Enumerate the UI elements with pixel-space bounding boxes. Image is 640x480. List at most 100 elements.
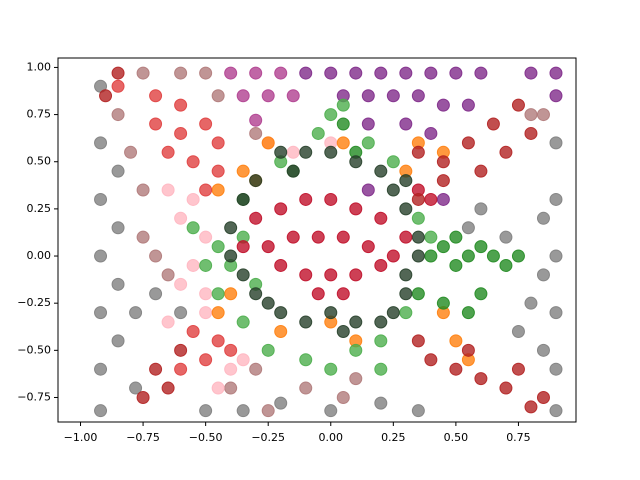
point [536, 343, 550, 357]
point [161, 315, 175, 329]
point [449, 66, 463, 80]
point [436, 155, 450, 169]
point [511, 249, 525, 263]
point [286, 145, 300, 159]
point [474, 240, 488, 254]
point [111, 221, 125, 235]
point [361, 117, 375, 131]
point [411, 287, 425, 301]
point [199, 117, 213, 131]
point [336, 390, 350, 404]
point [224, 362, 238, 376]
point [436, 174, 450, 188]
point [149, 362, 163, 376]
point [499, 230, 513, 244]
y-tick-label: −0.75 [17, 390, 51, 403]
point [236, 404, 250, 418]
point [199, 306, 213, 320]
point [129, 306, 143, 320]
point [274, 324, 288, 338]
point [136, 183, 150, 197]
point [549, 249, 563, 263]
point [174, 343, 188, 357]
point [111, 334, 125, 348]
point [374, 164, 388, 178]
point [474, 202, 488, 216]
point [399, 268, 413, 282]
point [149, 249, 163, 263]
point [211, 334, 225, 348]
point [386, 249, 400, 263]
point [249, 211, 263, 225]
point [499, 145, 513, 159]
point [111, 108, 125, 122]
point [94, 306, 108, 320]
point [149, 89, 163, 103]
point [374, 396, 388, 410]
point [211, 287, 225, 301]
point [149, 287, 163, 301]
point [211, 306, 225, 320]
point [349, 372, 363, 386]
point [274, 396, 288, 410]
point [324, 192, 338, 206]
point [461, 136, 475, 150]
point [411, 145, 425, 159]
point [261, 136, 275, 150]
x-tick-label: −1.00 [64, 431, 98, 444]
point [286, 230, 300, 244]
point [174, 66, 188, 80]
point [349, 66, 363, 80]
point [399, 117, 413, 131]
x-tick-label: 0.75 [506, 431, 531, 444]
point [386, 89, 400, 103]
point [524, 66, 538, 80]
point [249, 113, 263, 127]
point [374, 66, 388, 80]
point [174, 306, 188, 320]
point [274, 306, 288, 320]
point [499, 381, 513, 395]
point [411, 249, 425, 263]
point [361, 183, 375, 197]
point [186, 258, 200, 272]
point [161, 183, 175, 197]
point [361, 240, 375, 254]
point [374, 334, 388, 348]
point [336, 117, 350, 131]
point [474, 164, 488, 178]
point [261, 343, 275, 357]
point [211, 240, 225, 254]
point [324, 268, 338, 282]
point [299, 315, 313, 329]
point [199, 287, 213, 301]
point [399, 306, 413, 320]
point [129, 381, 143, 395]
point [386, 183, 400, 197]
point [336, 98, 350, 112]
point [94, 249, 108, 263]
point [311, 230, 325, 244]
point [386, 306, 400, 320]
point [324, 145, 338, 159]
point [274, 66, 288, 80]
point [261, 89, 275, 103]
point [399, 230, 413, 244]
y-tick-label: 1.00 [27, 60, 52, 73]
point [211, 183, 225, 197]
y-tick-label: 0.75 [27, 108, 52, 121]
point [336, 136, 350, 150]
point [199, 66, 213, 80]
point [474, 66, 488, 80]
point [224, 66, 238, 80]
point [324, 362, 338, 376]
point [224, 343, 238, 357]
point [224, 287, 238, 301]
point [411, 334, 425, 348]
point [236, 89, 250, 103]
point [411, 230, 425, 244]
point [236, 315, 250, 329]
point [199, 404, 213, 418]
point [361, 89, 375, 103]
point [336, 324, 350, 338]
